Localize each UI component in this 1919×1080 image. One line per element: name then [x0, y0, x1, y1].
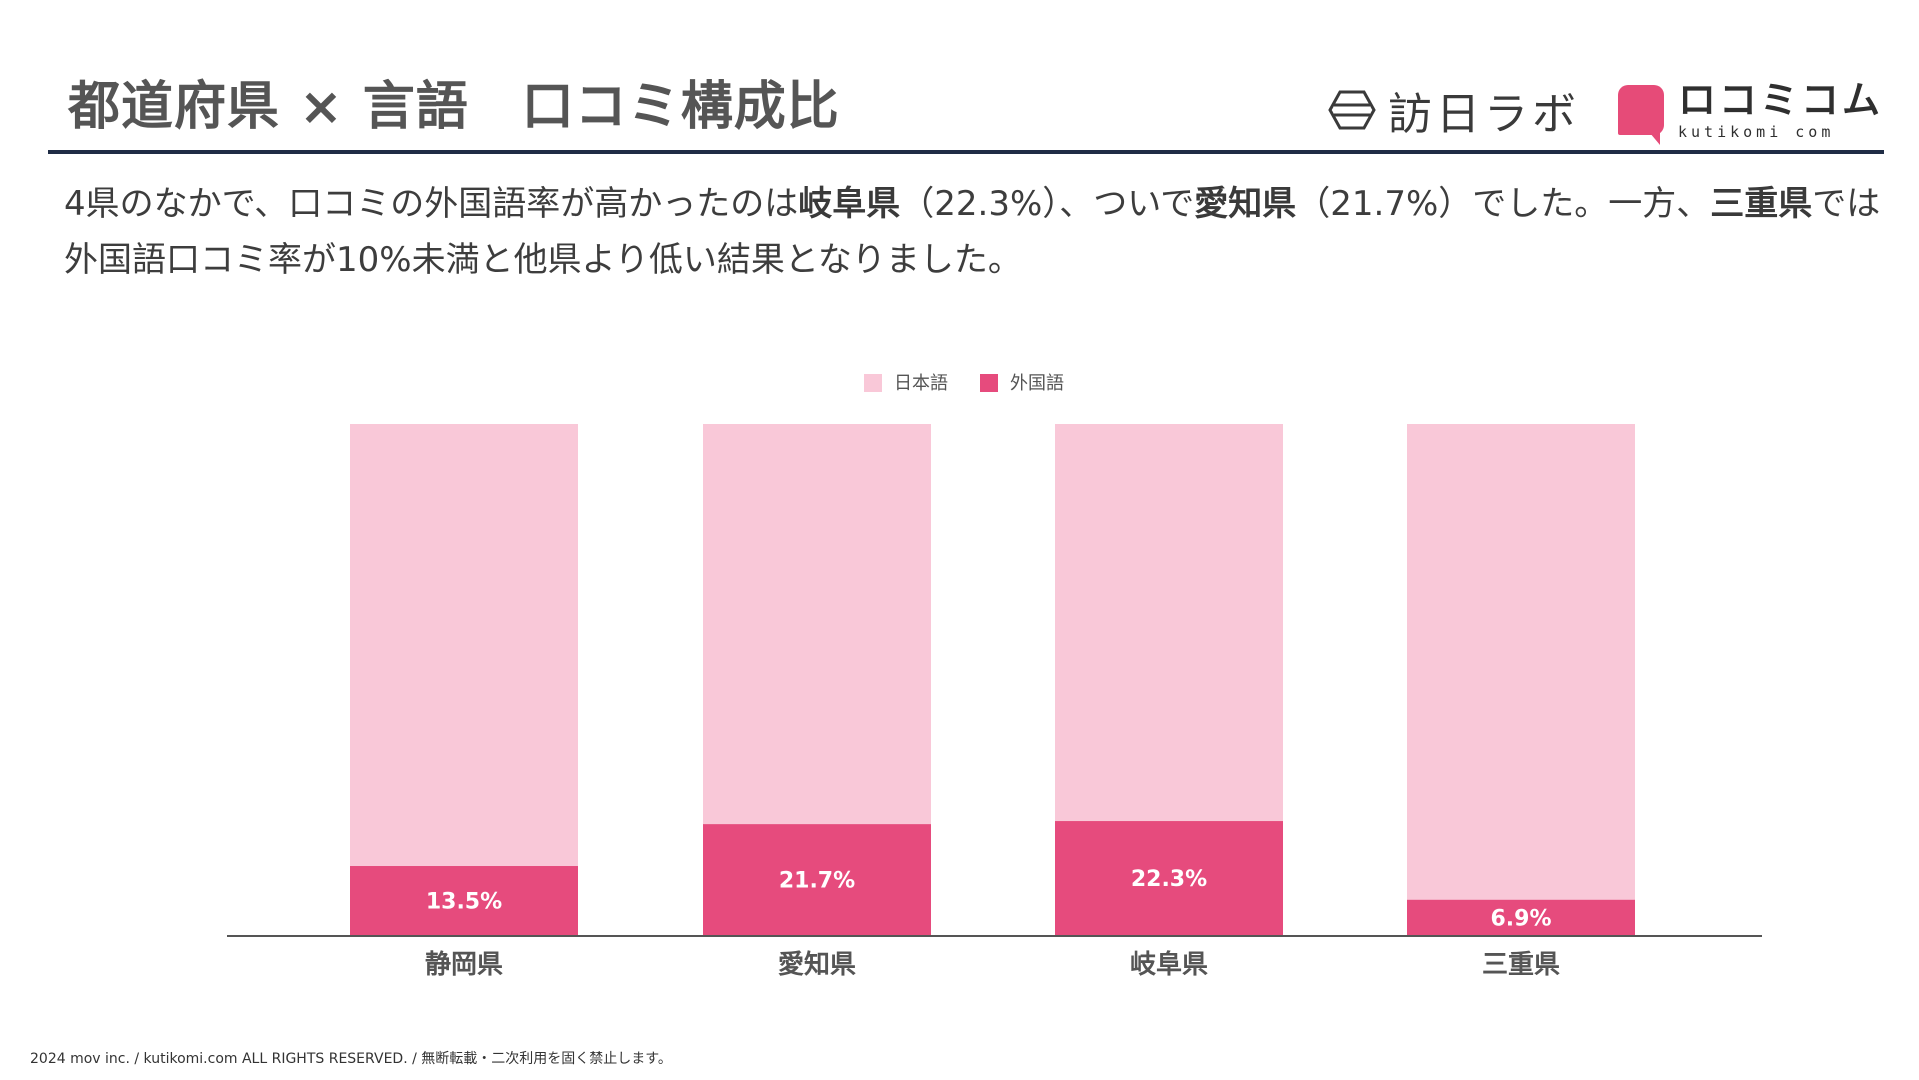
hexagon-logo-icon	[1328, 90, 1376, 130]
bar-japanese-3	[1407, 424, 1635, 900]
category-label-0: 静岡県	[425, 949, 503, 980]
legend-label-foreign: 外国語	[1010, 373, 1064, 394]
kutikomi-subtext: kutikomi com	[1677, 122, 1835, 141]
page-title: 都道府県 × 言語 口コミ構成比	[68, 77, 840, 137]
logo-group: 訪日ラボ ロコミコム kutikomi com	[1328, 77, 1883, 145]
description-text-1: 4県のなかで、口コミの外国語率が高かったのは	[64, 184, 799, 224]
description-text-3: （21.7%）でした。一方、	[1296, 184, 1711, 224]
category-label-1: 愛知県	[778, 950, 856, 980]
description-highlight-mie: 三重県	[1710, 184, 1813, 224]
chart-bars	[350, 424, 1635, 935]
chart-labels: 13.5% 静岡県 21.7% 愛知県 22.3% 岐阜県 6.9% 三重県	[425, 867, 1560, 980]
bar-foreign-3	[1407, 899, 1635, 935]
description-highlight-gifu: 岐阜県	[798, 184, 901, 224]
speech-bubble-icon	[1617, 85, 1664, 145]
category-label-3: 三重県	[1482, 950, 1560, 980]
houjin-labo-wordmark: 訪日ラボ	[1387, 89, 1580, 140]
copyright-footer: 2024 mov inc. / kutikomi.com ALL RIGHTS …	[30, 1051, 672, 1067]
description-highlight-aichi: 愛知県	[1194, 184, 1297, 224]
data-label-0: 13.5%	[426, 890, 502, 915]
bar-foreign-1	[703, 824, 931, 935]
bar-japanese-2	[1055, 424, 1283, 822]
category-label-2: 岐阜県	[1130, 950, 1208, 980]
kutikomi-logo: ロコミコム kutikomi com	[1617, 77, 1883, 145]
houjin-labo-logo: 訪日ラボ	[1328, 78, 1580, 142]
kutikomi-wordmark: ロコミコム	[1677, 77, 1883, 122]
data-label-1: 21.7%	[779, 869, 855, 894]
bar-japanese-1	[703, 424, 931, 825]
description-text-4: では外国語口コミ率が10%未満と他県より低い結果となりました。	[64, 184, 1881, 280]
bar-foreign-2	[1055, 821, 1283, 935]
header-divider	[48, 150, 1884, 154]
data-label-2: 22.3%	[1131, 867, 1207, 892]
legend-swatch-foreign	[980, 374, 998, 392]
bar-japanese-0	[350, 424, 578, 867]
description: 4県のなかで、口コミの外国語率が高かったのは岐阜県（22.3%）、ついで愛知県（…	[64, 176, 1884, 288]
chart-legend: 日本語 外国語	[864, 373, 1064, 394]
data-label-3: 6.9%	[1490, 906, 1551, 931]
legend-label-japanese: 日本語	[894, 373, 948, 394]
bar-foreign-0	[350, 866, 578, 935]
legend-swatch-japanese	[864, 374, 882, 392]
description-text-2: （22.3%）、ついで	[900, 184, 1195, 224]
